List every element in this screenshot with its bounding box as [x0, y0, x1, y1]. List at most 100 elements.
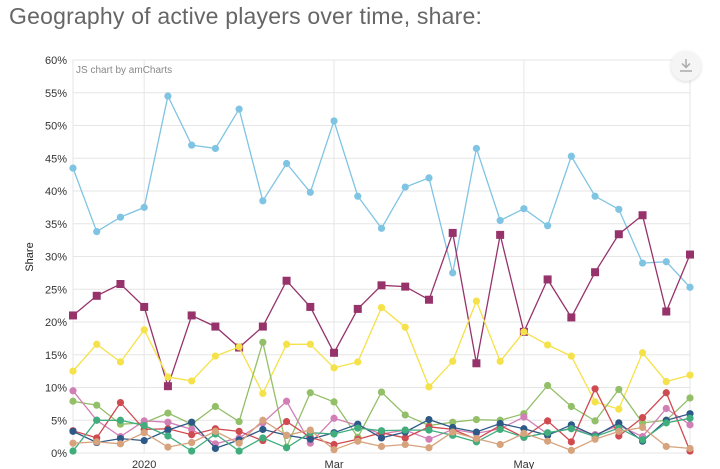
data-point[interactable]: [116, 280, 125, 289]
data-point[interactable]: [188, 425, 196, 434]
data-point[interactable]: [520, 429, 528, 437]
data-point[interactable]: [614, 230, 623, 239]
data-point[interactable]: [235, 427, 243, 435]
data-point[interactable]: [662, 258, 670, 266]
data-point[interactable]: [330, 430, 338, 438]
data-point[interactable]: [330, 117, 338, 125]
data-point[interactable]: [449, 418, 457, 426]
data-point[interactable]: [472, 297, 481, 305]
data-point[interactable]: [615, 405, 623, 413]
data-point[interactable]: [211, 427, 219, 435]
data-point[interactable]: [282, 444, 291, 452]
data-point[interactable]: [93, 228, 101, 236]
data-point[interactable]: [567, 152, 575, 160]
data-point[interactable]: [520, 205, 528, 213]
data-point[interactable]: [448, 228, 457, 237]
data-point[interactable]: [282, 397, 291, 405]
data-point[interactable]: [330, 364, 338, 372]
data-point[interactable]: [330, 440, 338, 449]
data-point[interactable]: [544, 417, 552, 425]
data-point[interactable]: [401, 323, 409, 331]
data-point[interactable]: [686, 444, 694, 453]
data-point[interactable]: [425, 426, 433, 434]
data-point[interactable]: [164, 92, 172, 100]
data-point[interactable]: [282, 417, 291, 426]
data-point[interactable]: [567, 438, 575, 446]
data-point[interactable]: [188, 438, 196, 447]
data-point[interactable]: [544, 341, 552, 349]
data-point[interactable]: [211, 144, 219, 153]
data-point[interactable]: [116, 440, 125, 448]
data-point[interactable]: [472, 144, 481, 153]
data-point[interactable]: [140, 436, 148, 445]
data-point[interactable]: [401, 282, 410, 291]
data-point[interactable]: [69, 164, 77, 172]
data-point[interactable]: [93, 340, 101, 348]
data-point[interactable]: [93, 416, 101, 424]
data-point[interactable]: [116, 434, 125, 443]
data-point[interactable]: [638, 436, 647, 444]
data-point[interactable]: [662, 442, 670, 451]
data-point[interactable]: [259, 389, 267, 397]
data-point[interactable]: [567, 425, 575, 433]
data-point[interactable]: [686, 250, 694, 259]
data-point[interactable]: [259, 416, 267, 424]
data-point[interactable]: [377, 442, 386, 451]
data-point[interactable]: [140, 421, 148, 430]
data-point[interactable]: [354, 358, 362, 366]
data-point[interactable]: [282, 159, 291, 168]
data-point[interactable]: [306, 340, 314, 348]
data-point[interactable]: [377, 434, 386, 442]
data-point[interactable]: [638, 259, 647, 267]
data-point[interactable]: [544, 437, 552, 445]
data-point[interactable]: [401, 183, 409, 191]
data-point[interactable]: [638, 414, 647, 422]
data-point[interactable]: [591, 398, 599, 406]
data-point[interactable]: [377, 388, 386, 396]
data-point[interactable]: [69, 427, 77, 435]
data-point[interactable]: [187, 311, 196, 320]
data-point[interactable]: [235, 417, 243, 426]
data-point[interactable]: [567, 446, 575, 454]
data-point[interactable]: [591, 435, 599, 443]
data-point[interactable]: [188, 377, 196, 385]
data-point[interactable]: [116, 416, 125, 424]
data-point[interactable]: [496, 425, 504, 434]
data-point[interactable]: [211, 402, 219, 411]
data-point[interactable]: [662, 307, 671, 316]
data-point[interactable]: [686, 283, 694, 291]
data-point[interactable]: [472, 428, 481, 436]
data-point[interactable]: [306, 302, 315, 311]
data-point[interactable]: [69, 439, 77, 447]
data-point[interactable]: [377, 224, 386, 232]
data-point[interactable]: [424, 295, 433, 304]
data-point[interactable]: [188, 447, 196, 455]
data-point[interactable]: [69, 387, 77, 395]
data-point[interactable]: [638, 349, 647, 357]
data-point[interactable]: [259, 425, 267, 434]
data-point[interactable]: [567, 402, 575, 411]
data-point[interactable]: [235, 439, 243, 447]
data-point[interactable]: [69, 397, 77, 405]
data-point[interactable]: [93, 438, 101, 446]
data-point[interactable]: [472, 359, 481, 368]
data-point[interactable]: [449, 428, 457, 436]
data-point[interactable]: [401, 411, 409, 419]
data-point[interactable]: [235, 343, 243, 351]
data-point[interactable]: [425, 383, 433, 391]
data-point[interactable]: [140, 429, 148, 437]
data-point[interactable]: [306, 188, 314, 196]
data-point[interactable]: [354, 424, 362, 432]
data-point[interactable]: [496, 357, 504, 365]
data-point[interactable]: [235, 105, 243, 113]
data-point[interactable]: [615, 427, 623, 435]
data-point[interactable]: [140, 302, 149, 311]
data-point[interactable]: [686, 421, 694, 429]
data-point[interactable]: [591, 385, 599, 393]
data-point[interactable]: [686, 414, 694, 422]
data-point[interactable]: [116, 213, 125, 221]
data-point[interactable]: [259, 338, 267, 346]
data-point[interactable]: [282, 431, 291, 439]
data-point[interactable]: [544, 429, 552, 437]
data-point[interactable]: [401, 426, 409, 434]
